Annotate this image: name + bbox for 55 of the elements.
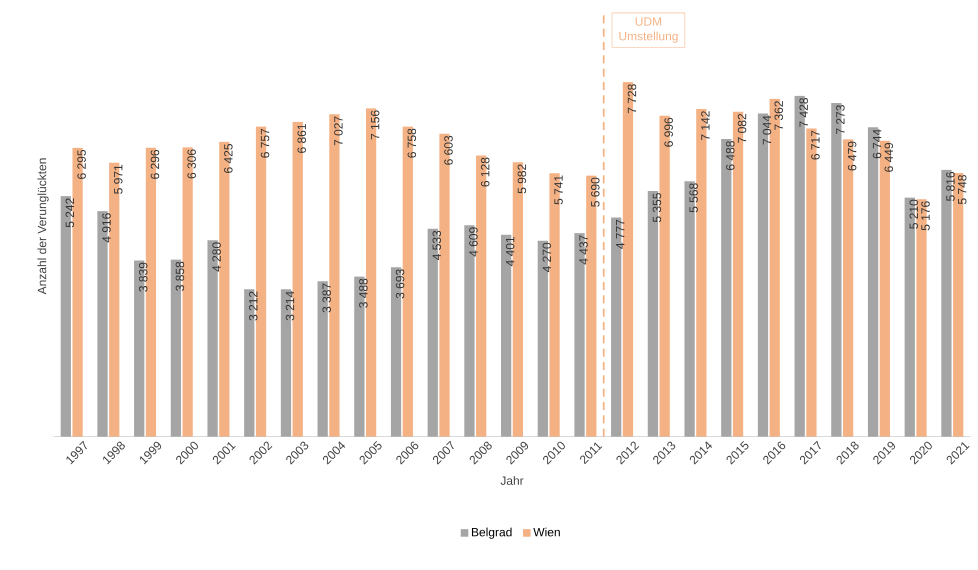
data-label: 7 142 — [701, 111, 710, 140]
data-label: 5 690 — [591, 178, 600, 207]
data-label: 7 156 — [370, 110, 380, 140]
data-label: 5 741 — [554, 175, 563, 204]
data-label: 6 296 — [150, 150, 160, 179]
data-label: 3 387 — [322, 283, 331, 312]
data-label: 7 428 — [799, 98, 808, 127]
data-label: 4 916 — [102, 213, 111, 242]
data-label: 4 401 — [506, 236, 514, 266]
data-label: 5 568 — [689, 183, 698, 212]
data-label: 3 693 — [396, 269, 404, 298]
data-label: 6 744 — [872, 129, 882, 158]
data-label: 3 839 — [138, 262, 148, 292]
legend-label: Belgrad — [472, 528, 512, 539]
data-label: 6 479 — [848, 142, 856, 170]
data-label: 3 858 — [176, 262, 184, 291]
data-label: 6 996 — [664, 118, 673, 147]
data-label: 5 748 — [958, 175, 966, 204]
data-label: 6 861 — [297, 124, 306, 153]
data-label: 5 176 — [921, 201, 930, 230]
data-label: 6 306 — [187, 149, 196, 178]
data-label: 5 971 — [114, 164, 123, 194]
data-label: 6 758 — [408, 128, 416, 158]
data-label: 3 488 — [359, 278, 368, 308]
data-label: 6 449 — [884, 142, 894, 172]
data-label: 7 362 — [774, 101, 783, 130]
data-label: 7 728 — [628, 84, 636, 114]
data-label: 5 355 — [652, 193, 662, 222]
data-label: 7 027 — [334, 116, 343, 146]
data-label: 4 270 — [542, 242, 552, 272]
legend-label: Wien — [533, 528, 560, 536]
x-axis-title: Jahr — [500, 476, 524, 485]
data-label: 3 212 — [249, 292, 258, 320]
data-label: 6 603 — [444, 136, 453, 165]
data-label: 4 533 — [432, 230, 442, 260]
y-axis-title: Anzahl der Verunglückten — [37, 158, 49, 294]
data-label: 6 488 — [726, 141, 735, 170]
data-label: 5 816 — [946, 172, 955, 201]
data-label: 7 044 — [762, 115, 772, 145]
data-label: 4 777 — [616, 220, 624, 249]
data-label: 6 295 — [77, 150, 86, 179]
ref-line-label: UDM Umstellung — [619, 17, 678, 43]
data-label: 4 609 — [469, 227, 478, 257]
data-label: 6 757 — [260, 128, 270, 158]
data-label: 5 242 — [66, 198, 74, 228]
data-label: 5 982 — [518, 164, 526, 194]
data-label: 4 437 — [579, 235, 588, 264]
data-label: 4 280 — [212, 242, 221, 272]
data-label: 6 717 — [811, 130, 820, 160]
data-label: 5 210 — [910, 200, 918, 229]
data-label: 6 128 — [480, 158, 490, 187]
data-label: 7 082 — [738, 114, 746, 143]
data-label: 3 214 — [286, 291, 294, 320]
data-label: 6 425 — [224, 144, 233, 173]
data-label: 7 273 — [836, 105, 845, 134]
